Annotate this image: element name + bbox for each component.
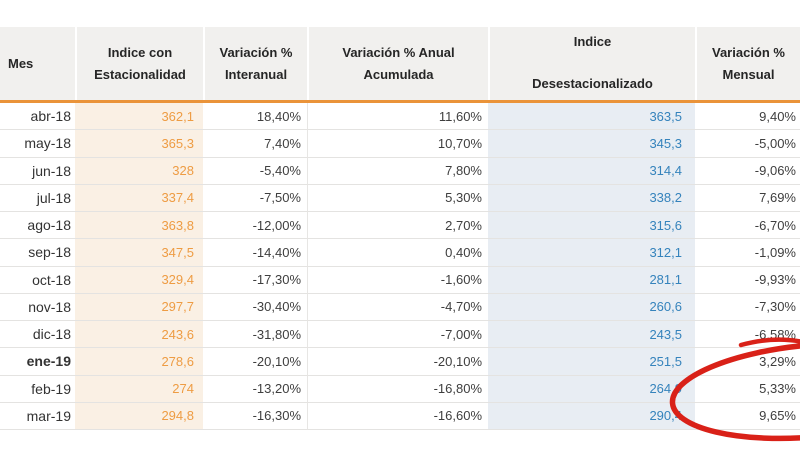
cell-variacion-interanual[interactable]: -5,40% [203,157,307,185]
data-table: Mes Indice con Estacionalidad Variación … [0,27,800,430]
cell-indice-desestacionalizado[interactable]: 281,1 [488,266,695,294]
cell-variacion-mensual[interactable]: -9,93% [695,266,800,294]
header-cell-variacion-interanual[interactable]: Variación % Interanual [203,27,307,100]
cell-variacion-interanual[interactable]: -12,00% [203,212,307,240]
cell-indice-estacionalidad[interactable]: 329,4 [75,266,203,294]
cell-mes[interactable]: feb-19 [0,375,75,403]
cell-variacion-acumulada[interactable]: -16,60% [307,402,488,430]
cell-variacion-mensual[interactable]: 7,69% [695,184,800,212]
cell-variacion-interanual[interactable]: -30,40% [203,293,307,321]
cell-indice-estacionalidad[interactable]: 363,8 [75,212,203,240]
cell-variacion-acumulada[interactable]: -1,60% [307,266,488,294]
cell-variacion-mensual[interactable]: -5,00% [695,130,800,158]
cell-indice-estacionalidad[interactable]: 243,6 [75,321,203,349]
cell-indice-desestacionalizado[interactable]: 315,6 [488,212,695,240]
header-label-line1: Variación % [712,44,785,60]
cell-indice-desestacionalizado[interactable]: 312,1 [488,239,695,267]
header-cell-variacion-anual-acumulada[interactable]: Variación % Anual Acumulada [307,27,488,100]
cell-variacion-mensual[interactable]: -6,70% [695,212,800,240]
cell-variacion-acumulada[interactable]: -7,00% [307,321,488,349]
header-label: Mes [8,55,34,71]
header-label-line1: Variación % Anual [342,44,455,60]
cell-mes[interactable]: ago-18 [0,212,75,240]
cell-indice-estacionalidad[interactable]: 362,1 [75,103,203,131]
header-label-line2: Acumulada [363,66,434,82]
cell-variacion-interanual[interactable]: -16,30% [203,402,307,430]
cell-indice-desestacionalizado[interactable]: 338,2 [488,184,695,212]
cell-indice-estacionalidad[interactable]: 365,3 [75,130,203,158]
cell-variacion-acumulada[interactable]: 5,30% [307,184,488,212]
cell-indice-desestacionalizado[interactable]: 260,6 [488,293,695,321]
cell-variacion-interanual[interactable]: -14,40% [203,239,307,267]
cell-indice-estacionalidad[interactable]: 347,5 [75,239,203,267]
cell-indice-estacionalidad[interactable]: 274 [75,375,203,403]
cell-mes[interactable]: sep-18 [0,239,75,267]
cell-variacion-mensual[interactable]: 3,29% [695,348,800,376]
table-body: abr-18 362,1 18,40% 11,60% 363,5 9,40% m… [0,103,800,430]
header-accent-divider [0,100,800,103]
cell-variacion-acumulada[interactable]: 10,70% [307,130,488,158]
header-label-line2: Interanual [224,66,288,82]
table-header-row: Mes Indice con Estacionalidad Variación … [0,27,800,100]
header-cell-indice-con-estacionalidad[interactable]: Indice con Estacionalidad [75,27,203,100]
cell-variacion-mensual[interactable]: -1,09% [695,239,800,267]
cell-mes[interactable]: dic-18 [0,321,75,349]
cell-indice-estacionalidad[interactable]: 294,8 [75,402,203,430]
cell-mes[interactable]: oct-18 [0,266,75,294]
header-cell-indice-desestacionalizado[interactable]: Indice Desestacionalizado [488,27,695,100]
cell-variacion-interanual[interactable]: -17,30% [203,266,307,294]
header-cell-variacion-mensual[interactable]: Variación % Mensual [695,27,800,100]
header-label-line1: Indice [573,34,612,49]
cell-variacion-acumulada[interactable]: -4,70% [307,293,488,321]
cell-variacion-mensual[interactable]: -9,06% [695,157,800,185]
cell-variacion-interanual[interactable]: -13,20% [203,375,307,403]
cell-indice-desestacionalizado[interactable]: 290,4 [488,402,695,430]
cell-mes[interactable]: abr-18 [0,103,75,131]
header-label-line1: Variación % [219,44,293,60]
cell-mes[interactable]: may-18 [0,130,75,158]
cell-variacion-mensual[interactable]: 5,33% [695,375,800,403]
cell-indice-estacionalidad[interactable]: 328 [75,157,203,185]
cell-mes[interactable]: jun-18 [0,157,75,185]
cell-variacion-acumulada[interactable]: 7,80% [307,157,488,185]
cell-variacion-mensual[interactable]: -6,58% [695,321,800,349]
cell-indice-desestacionalizado[interactable]: 363,5 [488,103,695,131]
cell-variacion-acumulada[interactable]: 0,40% [307,239,488,267]
cell-variacion-acumulada[interactable]: 2,70% [307,212,488,240]
cell-variacion-interanual[interactable]: -20,10% [203,348,307,376]
cell-variacion-interanual[interactable]: -31,80% [203,321,307,349]
header-label-line2: Estacionalidad [94,66,186,82]
cell-indice-desestacionalizado[interactable]: 251,5 [488,348,695,376]
cell-indice-desestacionalizado[interactable]: 243,5 [488,321,695,349]
cell-mes[interactable]: mar-19 [0,402,75,430]
cell-variacion-acumulada[interactable]: -20,10% [307,348,488,376]
cell-variacion-acumulada[interactable]: -16,80% [307,375,488,403]
cell-mes[interactable]: jul-18 [0,184,75,212]
cell-variacion-acumulada[interactable]: 11,60% [307,103,488,131]
cell-indice-desestacionalizado[interactable]: 345,3 [488,130,695,158]
header-label-line1: Indice con [107,44,173,60]
cell-mes[interactable]: nov-18 [0,293,75,321]
cell-mes[interactable]: ene-19 [0,348,75,376]
header-label-line2: Desestacionalizado [532,76,653,91]
cell-indice-estacionalidad[interactable]: 278,6 [75,348,203,376]
cell-variacion-interanual[interactable]: -7,50% [203,184,307,212]
header-label-line2: Mensual [722,66,775,82]
cell-variacion-interanual[interactable]: 7,40% [203,130,307,158]
cell-indice-desestacionalizado[interactable]: 314,4 [488,157,695,185]
cell-indice-estacionalidad[interactable]: 337,4 [75,184,203,212]
cell-indice-estacionalidad[interactable]: 297,7 [75,293,203,321]
cell-variacion-mensual[interactable]: 9,40% [695,103,800,131]
cell-indice-desestacionalizado[interactable]: 264,9 [488,375,695,403]
cell-variacion-mensual[interactable]: -7,30% [695,293,800,321]
header-cell-mes[interactable]: Mes [0,27,75,100]
cell-variacion-interanual[interactable]: 18,40% [203,103,307,131]
cell-variacion-mensual[interactable]: 9,65% [695,402,800,430]
